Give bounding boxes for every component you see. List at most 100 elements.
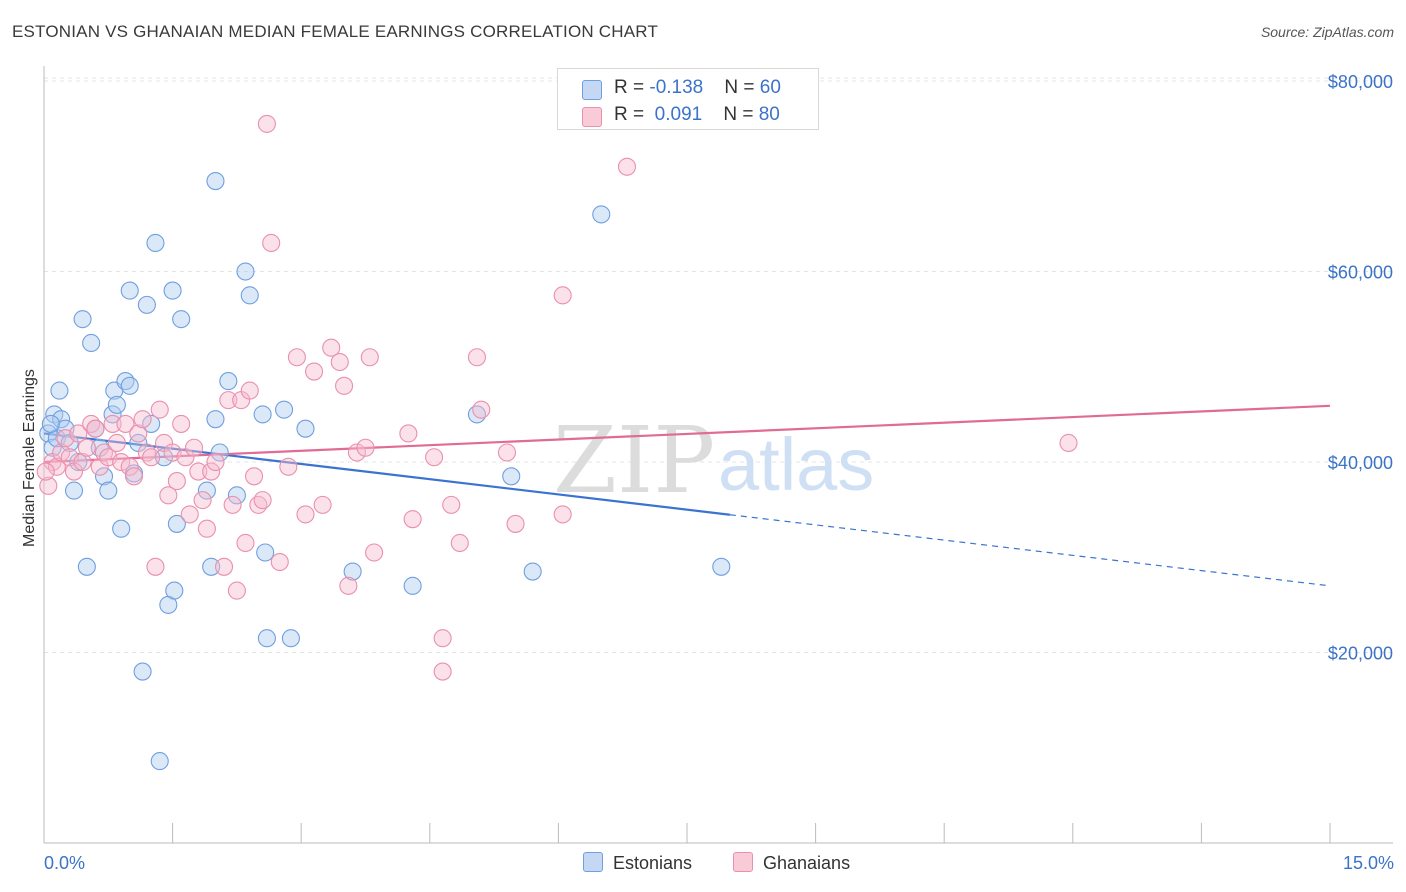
ghanaian-point <box>73 452 92 472</box>
bottom-legend-swatch-ghanaians <box>733 852 753 872</box>
estonian-point <box>712 557 731 576</box>
axes <box>43 66 1393 844</box>
ghanaian-point <box>257 114 276 133</box>
legend-n-label: N = <box>724 77 760 98</box>
ghanaian-point <box>112 452 131 472</box>
legend-n-value: 60 <box>759 77 781 98</box>
y-tick-label: $40,000 <box>1328 453 1393 473</box>
estonian-point <box>281 629 300 648</box>
estonian-point <box>99 481 118 500</box>
estonian-point <box>206 410 225 429</box>
estonian-point <box>167 514 186 533</box>
estonian-point <box>50 381 69 400</box>
estonian-point <box>43 438 62 457</box>
ghanaian-point <box>124 467 144 486</box>
estonian-point <box>64 481 84 500</box>
ghanaian-point <box>120 457 139 476</box>
estonian-point <box>236 262 255 281</box>
ghanaian-point <box>167 472 186 491</box>
x-tick-label-max: 15.0% <box>1342 853 1394 873</box>
ghanaian-point <box>36 462 55 481</box>
ghanaian-point <box>497 443 517 462</box>
estonian-point <box>146 233 165 253</box>
bottom-legend-label-ghanaians: Ghanaians <box>763 853 851 873</box>
legend-n-value: 80 <box>758 104 780 125</box>
estonian-point <box>219 372 238 391</box>
y-tick-label: $80,000 <box>1328 72 1393 92</box>
ghanaian-point <box>442 495 461 514</box>
ghanaian-point <box>214 557 234 576</box>
ghanaian-point <box>287 348 306 367</box>
estonian-point <box>296 419 315 438</box>
legend-r-value: -0.138 <box>649 77 704 98</box>
ghanaian-point <box>206 452 225 472</box>
watermark-zip: ZIP <box>553 407 715 514</box>
ghanaian-point <box>313 495 332 514</box>
estonian-point <box>206 172 225 191</box>
chart-title: ESTONIAN VS GHANAIAN MEDIAN FEMALE EARNI… <box>12 22 659 41</box>
source-label: Source: ZipAtlas.com <box>1260 24 1394 40</box>
estonian-point <box>275 400 294 419</box>
estonian-point <box>112 519 131 538</box>
estonian-point <box>523 562 542 581</box>
ghanaian-point <box>450 533 469 553</box>
estonian-point <box>502 467 521 486</box>
ghanaian-point <box>159 486 178 505</box>
estonian-point <box>227 486 246 505</box>
ghanaian-point <box>172 414 191 433</box>
estonian-point <box>256 543 275 562</box>
estonian-point <box>165 581 184 600</box>
ghanaian-point <box>193 491 212 510</box>
estonian-point <box>403 576 422 595</box>
estonian-point <box>253 405 272 424</box>
legend-swatch-estonians <box>582 80 602 100</box>
ghanaian-point <box>433 629 452 648</box>
ghanaian-point <box>553 505 572 524</box>
ghanaian-point <box>240 381 259 400</box>
ghanaian-point <box>296 505 315 524</box>
ghanaian-point <box>133 410 152 429</box>
estonian-point <box>52 410 71 429</box>
ghanaian-point <box>129 424 148 443</box>
ghanaian-point <box>365 543 384 562</box>
estonian-point <box>103 405 122 424</box>
ghanaian-point <box>330 352 349 372</box>
ghanaian-point <box>322 338 341 357</box>
watermark: ZIP atlas <box>553 407 874 514</box>
ghanaian-point <box>279 457 298 476</box>
ghanaian-point <box>335 376 354 395</box>
estonian-point <box>163 281 182 300</box>
legend-n-label: N = <box>723 104 759 125</box>
estonian-point <box>69 452 88 472</box>
estonian-point <box>120 376 139 395</box>
ghanaian-point <box>116 414 135 433</box>
ghanaian-point <box>433 662 452 681</box>
ghanaian-point <box>69 424 88 443</box>
ghanaians-trend-line <box>43 404 1331 464</box>
bottom-legend-estonians: Estonians <box>583 852 692 874</box>
ghanaian-point <box>39 476 58 495</box>
estonian-point <box>257 629 276 648</box>
ghanaian-point <box>223 495 242 514</box>
ghanaian-point <box>467 348 487 367</box>
legend-r-label: R = <box>614 77 650 98</box>
ghanaian-point <box>227 581 246 600</box>
y-tick-label: $60,000 <box>1328 263 1393 283</box>
estonian-point <box>172 310 191 329</box>
estonian-point <box>82 333 101 353</box>
bottom-legend-ghanaians: Ghanaians <box>733 852 850 874</box>
estonian-point <box>202 557 221 576</box>
y-tick-label: $20,000 <box>1328 644 1393 664</box>
ghanaian-point <box>425 448 444 467</box>
ghanaian-point <box>339 576 358 595</box>
ghanaian-point <box>77 438 96 457</box>
ghanaian-point <box>150 400 169 419</box>
estonian-point <box>240 286 259 305</box>
watermark-atlas: atlas <box>718 423 874 506</box>
ghanaian-point <box>403 510 422 529</box>
y-axis-label: Median Female Earnings <box>21 369 38 547</box>
estonian-point <box>137 295 156 314</box>
estonian-point <box>154 448 174 467</box>
ghanaian-point <box>86 419 105 438</box>
